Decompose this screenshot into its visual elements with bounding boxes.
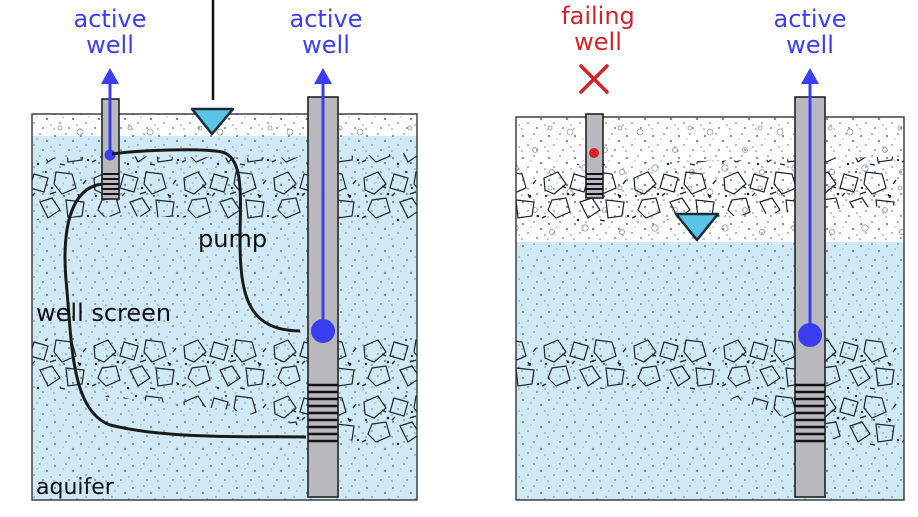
- well-screen-large: [308, 383, 338, 443]
- right-well-label-line1: active: [774, 5, 847, 33]
- screen-leader-line: [63, 182, 307, 439]
- large-active-well: [307, 68, 339, 498]
- failing-well-label-line1: failing: [561, 2, 635, 30]
- water-table-marker: [190, 107, 235, 136]
- pump-label: pump: [198, 225, 267, 253]
- well-screen-failing: [586, 173, 603, 195]
- well-screen-label: well screen: [36, 299, 171, 327]
- left-panel: active well active well pump well screen…: [31, 0, 418, 501]
- failing-well: [579, 64, 609, 199]
- pump-large: [311, 319, 335, 343]
- right-panel: failing well active well: [515, 2, 905, 501]
- pump-leader-line: [111, 148, 301, 333]
- aquifer-label: aquifer: [36, 475, 115, 500]
- right-well-label-line2: well: [786, 31, 834, 59]
- small-well-label-line1: active: [74, 5, 147, 33]
- pump-large-right: [798, 323, 822, 347]
- pump-small: [104, 149, 116, 161]
- failing-well-label-line2: well: [574, 28, 622, 56]
- large-well-label-line2: well: [302, 31, 350, 59]
- close-icon: [579, 64, 609, 94]
- small-active-well: [101, 68, 120, 200]
- large-well-label-line1: active: [290, 5, 363, 33]
- pump-failing: [589, 148, 599, 158]
- well-screen-large-right: [795, 383, 825, 443]
- well-screen-small: [102, 173, 119, 195]
- large-active-well-right: [794, 68, 826, 498]
- small-well-label-line2: well: [86, 31, 134, 59]
- water-table-marker-lowered: [674, 212, 720, 242]
